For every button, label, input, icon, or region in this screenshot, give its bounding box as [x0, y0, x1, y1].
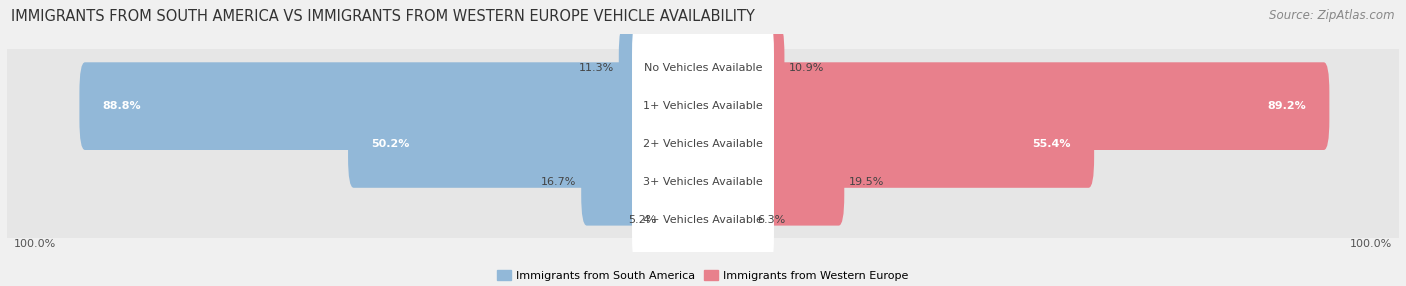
Bar	[0, 163, 1406, 201]
FancyBboxPatch shape	[581, 138, 709, 226]
Bar	[0, 49, 1406, 87]
Text: 1+ Vehicles Available: 1+ Vehicles Available	[643, 101, 763, 111]
FancyBboxPatch shape	[619, 25, 709, 112]
Text: No Vehicles Available: No Vehicles Available	[644, 63, 762, 73]
FancyBboxPatch shape	[633, 46, 773, 166]
Text: 55.4%: 55.4%	[1032, 139, 1071, 149]
Text: 100.0%: 100.0%	[14, 239, 56, 249]
Text: Source: ZipAtlas.com: Source: ZipAtlas.com	[1270, 9, 1395, 21]
FancyBboxPatch shape	[79, 62, 709, 150]
Text: 100.0%: 100.0%	[1350, 239, 1392, 249]
Legend: Immigrants from South America, Immigrants from Western Europe: Immigrants from South America, Immigrant…	[494, 266, 912, 285]
FancyBboxPatch shape	[633, 84, 773, 204]
Text: 2+ Vehicles Available: 2+ Vehicles Available	[643, 139, 763, 149]
Text: IMMIGRANTS FROM SOUTH AMERICA VS IMMIGRANTS FROM WESTERN EUROPE VEHICLE AVAILABI: IMMIGRANTS FROM SOUTH AMERICA VS IMMIGRA…	[11, 9, 755, 23]
Text: 10.9%: 10.9%	[789, 63, 825, 73]
Bar	[0, 87, 1406, 125]
FancyBboxPatch shape	[349, 100, 709, 188]
Text: 19.5%: 19.5%	[849, 177, 884, 187]
FancyBboxPatch shape	[697, 138, 844, 226]
Text: 16.7%: 16.7%	[541, 177, 576, 187]
Bar	[0, 201, 1406, 239]
FancyBboxPatch shape	[697, 62, 1330, 150]
Text: 4+ Vehicles Available: 4+ Vehicles Available	[643, 214, 763, 225]
Text: 5.2%: 5.2%	[628, 214, 657, 225]
Text: 6.3%: 6.3%	[758, 214, 786, 225]
FancyBboxPatch shape	[697, 25, 785, 112]
Bar	[0, 125, 1406, 163]
Text: 88.8%: 88.8%	[103, 101, 141, 111]
FancyBboxPatch shape	[633, 160, 773, 279]
FancyBboxPatch shape	[697, 176, 752, 263]
FancyBboxPatch shape	[633, 9, 773, 128]
Text: 50.2%: 50.2%	[371, 139, 409, 149]
Text: 3+ Vehicles Available: 3+ Vehicles Available	[643, 177, 763, 187]
Text: 89.2%: 89.2%	[1268, 101, 1306, 111]
Text: 11.3%: 11.3%	[579, 63, 614, 73]
FancyBboxPatch shape	[661, 176, 709, 263]
FancyBboxPatch shape	[633, 122, 773, 241]
FancyBboxPatch shape	[697, 100, 1094, 188]
